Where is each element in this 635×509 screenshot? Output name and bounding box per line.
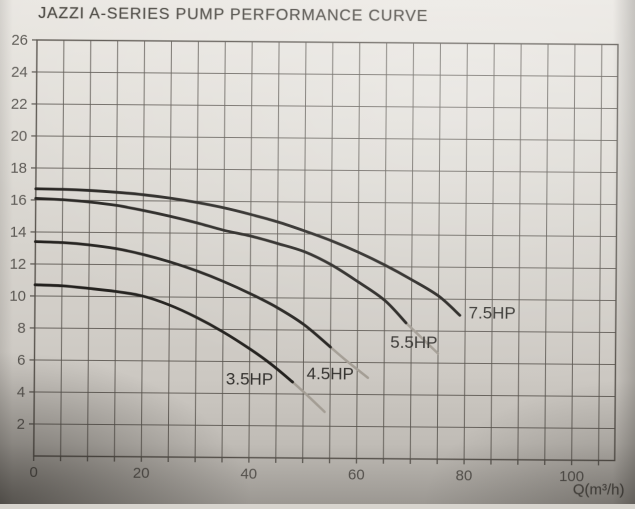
grid-line-horizontal: [34, 424, 615, 429]
grid-line-horizontal: [37, 72, 618, 77]
curve-label-7.5HP: 7.5HP: [468, 303, 515, 322]
y-tick-label: 10: [9, 288, 26, 305]
grid-line-vertical: [141, 41, 144, 457]
grid-line-vertical: [222, 41, 225, 457]
grid-line-horizontal: [36, 104, 617, 109]
x-tick-label: 60: [348, 466, 365, 483]
grid-line-vertical: [410, 43, 413, 459]
grid-line-vertical: [330, 42, 333, 458]
grid-line-horizontal: [36, 136, 617, 141]
grid-line-vertical: [572, 44, 575, 460]
grid-line-horizontal: [35, 264, 616, 269]
x-axis-unit-label: Q(m³/h): [573, 481, 625, 498]
curve-label-4.5HP: 4.5HP: [307, 364, 354, 383]
y-tick-label: 2: [17, 416, 25, 433]
y-tick-label: 14: [10, 224, 27, 241]
grid-line-vertical: [168, 41, 171, 457]
y-tick-label: 18: [10, 160, 27, 177]
y-tick-label: 8: [17, 320, 25, 337]
grid-line-vertical: [518, 44, 521, 460]
y-tick-label: 12: [9, 256, 26, 273]
y-tick-label: 20: [10, 128, 27, 145]
grid-line-vertical: [276, 42, 279, 458]
grid-line-vertical: [383, 43, 386, 459]
y-tick-label: 22: [11, 96, 28, 113]
curve-label-5.5HP: 5.5HP: [390, 333, 437, 352]
grid-line-vertical: [437, 43, 440, 459]
grid-line-vertical: [599, 44, 602, 460]
grid-line-vertical: [249, 42, 252, 458]
grid-line-horizontal: [36, 168, 617, 173]
grid-line-vertical: [464, 43, 467, 459]
grid-line-horizontal: [35, 296, 616, 301]
pump-curve-fade-3.5HP: [292, 382, 325, 412]
grid-line-horizontal: [34, 392, 615, 397]
pump-curve-5.5HP: [35, 198, 407, 323]
y-tick-label: 24: [11, 64, 28, 81]
grid-line-vertical: [545, 44, 548, 460]
grid-line-horizontal: [36, 200, 617, 205]
pump-curve-4.5HP: [35, 242, 332, 348]
x-tick-label: 80: [456, 467, 473, 484]
curve-label-3.5HP: 3.5HP: [226, 369, 273, 388]
grid-line-horizontal: [35, 232, 616, 237]
y-tick-label: 16: [10, 192, 27, 209]
grid-line-vertical: [61, 40, 64, 456]
y-tick-label: 26: [11, 32, 28, 49]
grid-line-vertical: [195, 41, 198, 457]
pump-curve-3.5HP: [34, 285, 293, 382]
grid-line-horizontal: [35, 328, 616, 333]
y-tick-label: 6: [17, 352, 25, 369]
x-tick-label: 40: [240, 466, 257, 483]
grid-line-vertical: [491, 44, 494, 460]
grid-line-vertical: [88, 40, 91, 456]
y-tick-label: 4: [17, 384, 25, 401]
x-tick-label: 20: [133, 465, 150, 482]
x-tick-label: 0: [29, 464, 37, 481]
